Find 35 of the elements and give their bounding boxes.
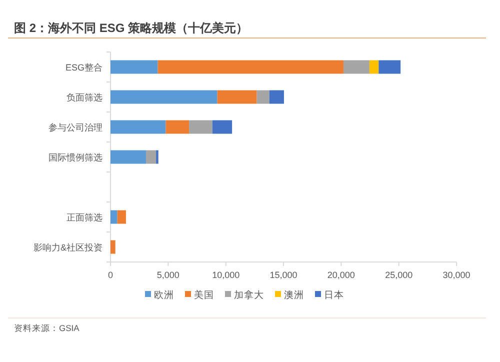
x-tick-label: 25,000 — [385, 270, 413, 280]
bar — [269, 90, 284, 104]
y-tick-label: 参与公司治理 — [48, 122, 102, 132]
bar — [212, 120, 232, 134]
y-tick-label: 影响力&社区投资 — [33, 242, 102, 252]
legend-label: 欧洲 — [154, 289, 174, 301]
x-tick-label: 30,000 — [442, 270, 470, 280]
legend-label: 日本 — [324, 289, 344, 301]
text: 资料来源：GSIA — [14, 323, 80, 333]
y-tick-label: 负面筛选 — [66, 92, 102, 102]
legend-label: 加拿大 — [234, 289, 264, 301]
x-tick-label: 10,000 — [212, 270, 240, 280]
x-tick-label: 0 — [108, 270, 114, 280]
bar — [110, 60, 158, 74]
chart-title: 图 2：海外不同 ESG 策略规模（十亿美元） — [14, 21, 248, 35]
legend-label: 澳洲 — [284, 289, 304, 301]
bar — [256, 90, 270, 104]
bar — [110, 210, 118, 224]
x-tick-label: 15,000 — [270, 270, 298, 280]
bar — [117, 210, 126, 224]
bar — [110, 90, 218, 104]
bar — [166, 120, 190, 134]
bar — [146, 150, 156, 164]
bar — [158, 60, 344, 74]
y-tick-label: ESG整合 — [65, 62, 102, 72]
bar — [217, 90, 257, 104]
x-tick-label: 20,000 — [327, 270, 355, 280]
bar — [110, 150, 146, 164]
bar — [189, 120, 212, 134]
bar — [110, 240, 116, 254]
bar — [110, 120, 166, 134]
y-tick-label: 国际惯例筛选 — [48, 152, 102, 162]
legend-label: 美国 — [194, 289, 214, 301]
x-tick-label: 5,000 — [156, 270, 180, 280]
y-tick-label: 正面筛选 — [66, 212, 102, 222]
